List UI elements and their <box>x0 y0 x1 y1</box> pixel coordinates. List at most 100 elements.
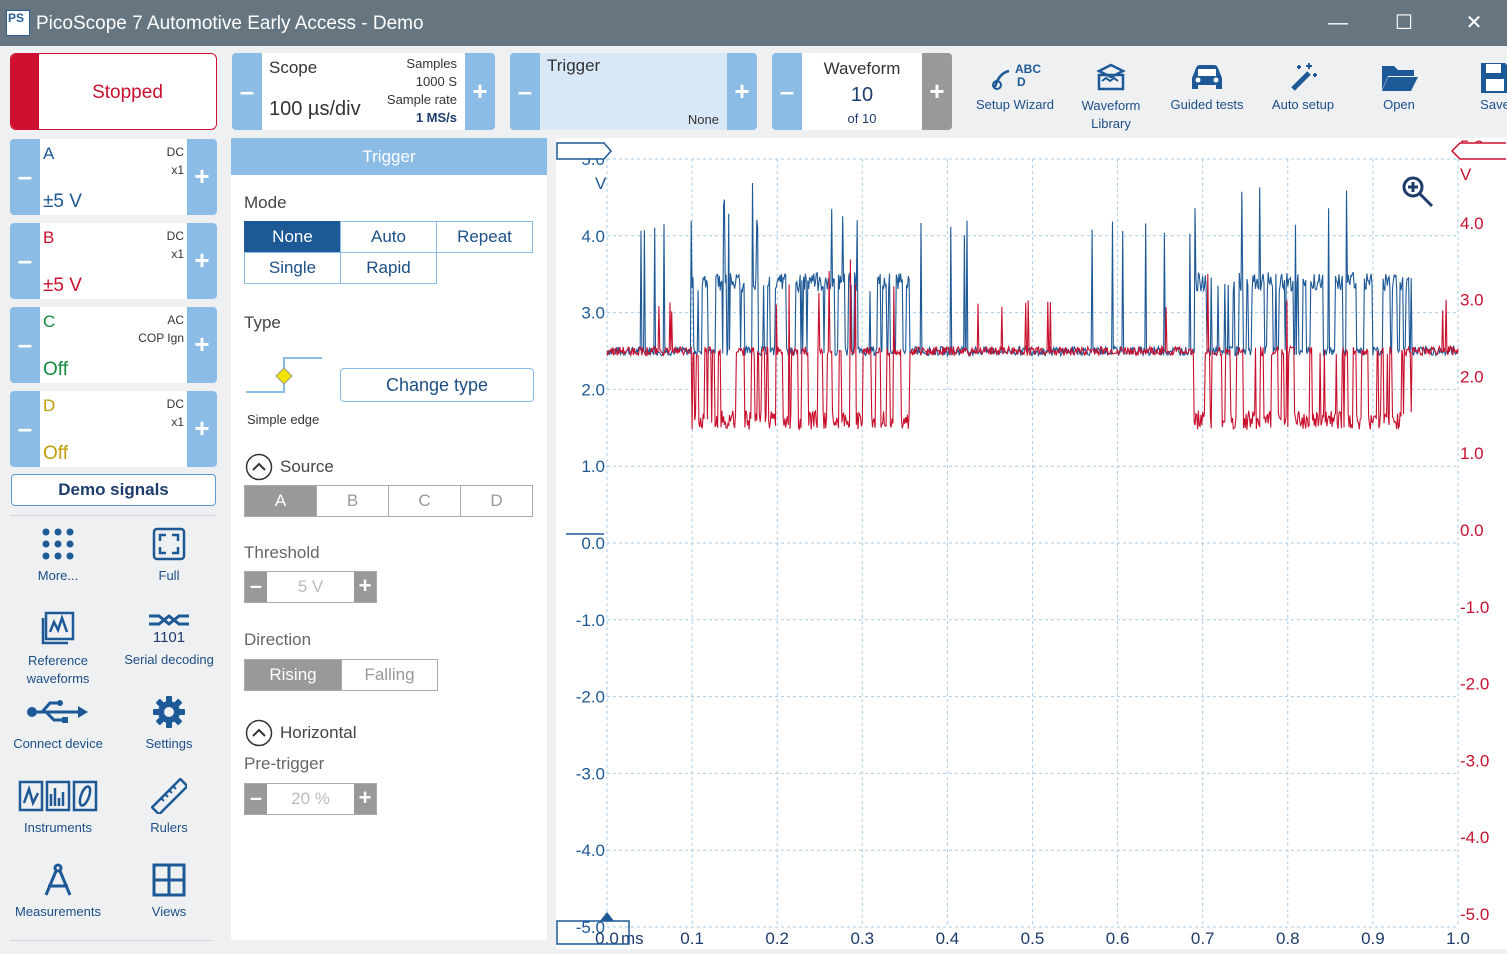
samples-value[interactable]: 1000 S <box>415 74 457 89</box>
threshold-increase-button[interactable]: + <box>354 572 376 602</box>
close-button[interactable]: ✕ <box>1465 12 1483 34</box>
channel-a-trace <box>606 182 1459 358</box>
pretrigger-decrease-button[interactable]: – <box>245 784 267 814</box>
setup-wizard-button[interactable]: ABC D Setup Wizard <box>969 57 1061 112</box>
x-axis-tick-label: 1.0 <box>1446 929 1470 948</box>
pretrigger-value[interactable]: 20 % <box>291 789 330 808</box>
guided-tests-button[interactable]: Guided tests <box>1161 57 1253 112</box>
left-axis-tick-label: -2.0 <box>576 688 605 707</box>
instruments-icon <box>3 772 113 820</box>
source-d-option[interactable]: D <box>460 485 533 517</box>
mode-auto-option[interactable]: Auto <box>340 221 437 253</box>
pretrigger-increase-button[interactable]: + <box>354 784 376 814</box>
zoom-icon[interactable] <box>1402 176 1434 208</box>
channel-b-scale-handle[interactable] <box>1450 142 1506 160</box>
scope-view[interactable]: 5.04.03.02.01.00.0-1.0-2.0-3.0-4.0-5.0V5… <box>556 137 1507 949</box>
channel-a-increase-button[interactable]: + <box>187 139 217 215</box>
rulers-button[interactable]: Rulers <box>114 772 224 835</box>
mode-selector: None Auto Repeat Single Rapid <box>244 221 534 284</box>
save-icon <box>1449 57 1507 97</box>
pretrigger-stepper[interactable]: – 20 % + <box>244 783 377 815</box>
channel-c-coupling: AC COP Ign <box>138 313 184 345</box>
left-axis-tick-label: 2.0 <box>581 380 605 399</box>
channel-c-decrease-button[interactable]: – <box>10 307 40 383</box>
right-axis-tick-label: 2.0 <box>1460 367 1484 386</box>
car-icon <box>1161 57 1253 97</box>
source-b-option[interactable]: B <box>316 485 389 517</box>
run-stop-button[interactable]: Stopped <box>10 53 217 130</box>
threshold-decrease-button[interactable]: – <box>245 572 267 602</box>
mode-none-option[interactable]: None <box>244 221 341 253</box>
reference-waveforms-button[interactable]: Reference waveforms <box>3 604 113 688</box>
full-button[interactable]: Full <box>114 520 224 583</box>
settings-button[interactable]: Settings <box>114 688 224 751</box>
source-collapse-icon[interactable] <box>245 453 273 481</box>
serial-decoding-button[interactable]: 1101 Serial decoding <box>114 604 224 667</box>
left-axis-tick-label: -5.0 <box>576 918 605 937</box>
mode-single-option[interactable]: Single <box>244 252 341 284</box>
maximize-button[interactable]: ☐ <box>1395 12 1413 34</box>
guided-tests-label: Guided tests <box>1170 97 1244 112</box>
instruments-button[interactable]: Instruments <box>3 772 113 835</box>
trigger-control[interactable]: – Trigger None + <box>510 53 757 130</box>
more-label: More... <box>37 568 79 583</box>
channel-a-decrease-button[interactable]: – <box>10 139 40 215</box>
channel-c-control[interactable]: – C AC COP Ign Off + <box>10 307 217 383</box>
channel-c-increase-button[interactable]: + <box>187 307 217 383</box>
threshold-value[interactable]: 5 V <box>297 577 324 596</box>
open-button[interactable]: Open <box>1353 57 1445 112</box>
x-axis-tick-label: 0.0 <box>595 929 619 948</box>
more-button[interactable]: More... <box>3 520 113 583</box>
minimize-button[interactable]: — <box>1328 12 1348 34</box>
channel-d-decrease-button[interactable]: – <box>10 391 40 467</box>
channel-a-scale-handle[interactable] <box>556 142 612 160</box>
source-a-option[interactable]: A <box>244 485 317 517</box>
trigger-previous-button[interactable]: – <box>510 53 540 130</box>
mode-rapid-option[interactable]: Rapid <box>340 252 437 284</box>
open-label: Open <box>1383 97 1415 112</box>
waveform-previous-button[interactable]: – <box>772 53 802 130</box>
horizontal-label: Horizontal <box>280 723 357 742</box>
views-button[interactable]: Views <box>114 856 224 919</box>
trigger-next-button[interactable]: + <box>727 53 757 130</box>
x-axis-unit: ms <box>621 929 644 948</box>
direction-rising-option[interactable]: Rising <box>244 659 342 691</box>
auto-setup-label: Auto setup <box>1271 97 1335 112</box>
source-c-option[interactable]: C <box>388 485 461 517</box>
channel-a-range: ±5 V <box>43 191 82 212</box>
channel-d-control[interactable]: – D DC x1 Off + <box>10 391 217 467</box>
waveform-library-button[interactable]: Waveform Library <box>1065 57 1157 133</box>
waveform-index[interactable]: 10 <box>850 84 874 106</box>
channel-d-name: D <box>43 396 56 415</box>
left-axis-tick-label: 3.0 <box>581 304 605 323</box>
sidebar-divider <box>10 515 217 516</box>
channel-b-increase-button[interactable]: + <box>187 223 217 299</box>
direction-selector: Rising Falling <box>244 659 438 691</box>
views-label: Views <box>151 904 187 919</box>
auto-setup-button[interactable]: Auto setup <box>1257 57 1349 112</box>
timebase-value[interactable]: 100 µs/div <box>269 98 361 120</box>
channel-b-decrease-button[interactable]: – <box>10 223 40 299</box>
left-axis-tick-label: -1.0 <box>576 611 605 630</box>
horizontal-collapse-icon[interactable] <box>245 719 273 747</box>
folder-open-icon <box>1353 57 1445 97</box>
measurements-button[interactable]: Measurements <box>3 856 113 919</box>
waveform-next-button[interactable]: + <box>922 53 952 130</box>
save-button[interactable]: Save <box>1449 57 1507 112</box>
trigger-mode-value: None <box>687 112 719 127</box>
channel-b-control[interactable]: – B DC x1 ±5 V + <box>10 223 217 299</box>
reference-waveform-icon <box>3 604 113 652</box>
sample-rate-value[interactable]: 1 MS/s <box>415 110 457 125</box>
connect-device-button[interactable]: Connect device <box>3 688 113 751</box>
channel-a-control[interactable]: – A DC x1 ±5 V + <box>10 139 217 215</box>
mode-repeat-option[interactable]: Repeat <box>436 221 533 253</box>
oscilloscope-chart[interactable]: 5.04.03.02.01.00.0-1.0-2.0-3.0-4.0-5.0V5… <box>556 137 1507 949</box>
change-type-button[interactable]: Change type <box>340 368 534 402</box>
channel-d-increase-button[interactable]: + <box>187 391 217 467</box>
demo-signals-button[interactable]: Demo signals <box>11 474 216 506</box>
timebase-decrease-button[interactable]: – <box>232 53 262 130</box>
threshold-stepper[interactable]: – 5 V + <box>244 571 377 603</box>
timebase-increase-button[interactable]: + <box>465 53 495 130</box>
trigger-position-marker[interactable] <box>600 912 614 921</box>
direction-falling-option[interactable]: Falling <box>341 659 438 691</box>
